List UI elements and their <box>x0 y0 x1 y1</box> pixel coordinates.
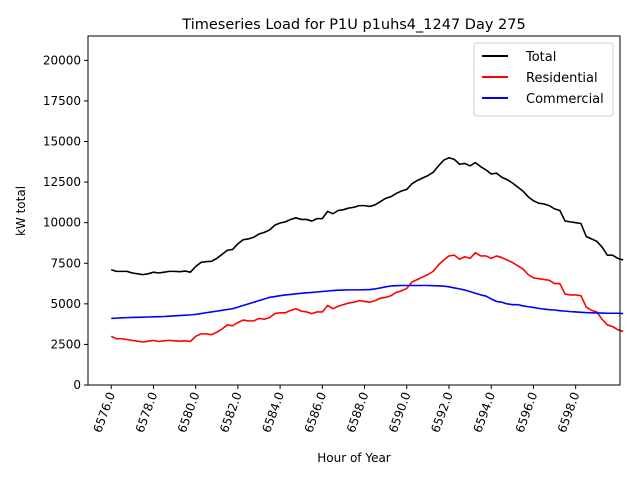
legend: Total Residential Commercial <box>473 42 614 117</box>
legend-label-commercial: Commercial <box>526 92 604 107</box>
x-axis: 6576.0 6578.0 6580.0 6582.0 6584.0 6586.0 6588… <box>91 385 583 434</box>
x-tick-label: 6578.0 <box>133 390 161 434</box>
x-tick-label: 6598.0 <box>555 390 583 434</box>
legend-box <box>473 42 614 117</box>
x-tick-label: 6580.0 <box>175 390 203 434</box>
x-tick-label: 6590.0 <box>386 390 414 434</box>
x-tick-label: 6594.0 <box>471 390 499 434</box>
series-line-total <box>110 156 624 276</box>
y-tick-label: 12500 <box>43 175 81 189</box>
y-tick-label: 17500 <box>43 94 81 108</box>
x-tick-label: 6584.0 <box>259 390 287 434</box>
chart-title: Timeseries Load for P1U p1uhs4_1247 Day … <box>181 17 525 33</box>
y-tick-label: 0 <box>73 378 81 392</box>
y-tick-label: 15000 <box>43 135 81 149</box>
series-line-commercial <box>111 284 624 320</box>
x-axis-label: Hour of Year <box>317 451 391 465</box>
y-tick-label: 5000 <box>50 297 81 311</box>
y-tick-label: 10000 <box>43 216 81 230</box>
legend-label-total: Total <box>525 50 556 65</box>
x-tick-label: 6586.0 <box>302 390 330 434</box>
x-tick-label: 6596.0 <box>513 390 541 434</box>
x-tick-label: 6576.0 <box>91 390 119 434</box>
y-axis-label: kW total <box>14 186 28 236</box>
x-tick-label: 6582.0 <box>217 390 245 434</box>
plot-series <box>110 156 624 343</box>
y-axis: 0 2500 5000 7500 10000 12500 15000 17500 20000 <box>43 53 88 392</box>
y-tick-label: 20000 <box>43 53 81 67</box>
legend-label-residential: Residential <box>526 71 598 86</box>
x-tick-label: 6588.0 <box>344 390 372 434</box>
series-line-residential <box>110 251 624 343</box>
y-tick-label: 2500 <box>50 337 81 351</box>
plot-frame <box>87 35 621 386</box>
y-tick-label: 7500 <box>50 256 81 270</box>
x-tick-label: 6592.0 <box>428 390 456 434</box>
